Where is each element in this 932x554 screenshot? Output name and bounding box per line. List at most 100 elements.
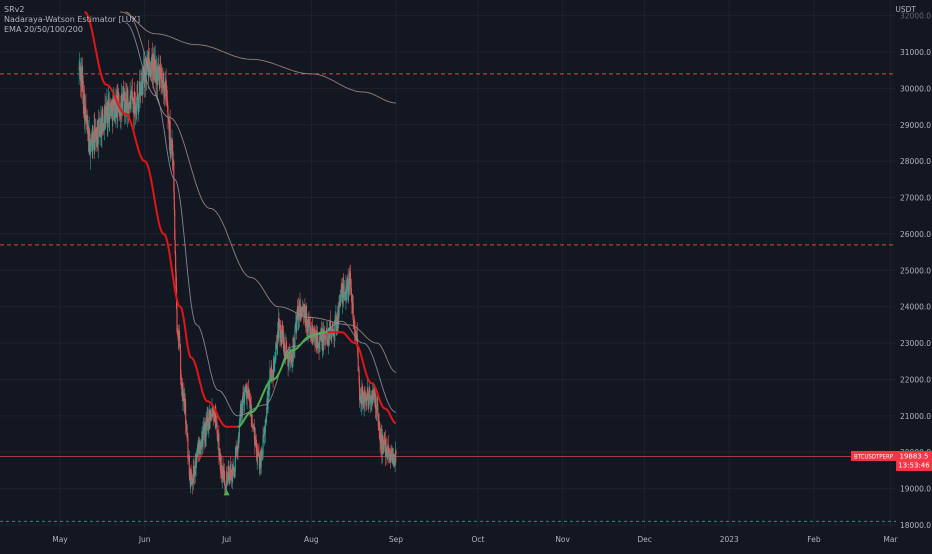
candle-body [115, 99, 117, 118]
price-tick-label: 30000.0 [900, 84, 931, 93]
candle-body [95, 129, 97, 141]
candle-body [344, 292, 346, 294]
candle-body [138, 94, 140, 99]
candle-body [160, 79, 163, 82]
candle-body [170, 145, 173, 146]
candle-body [84, 107, 86, 121]
candle-body [390, 450, 392, 462]
candle-body [318, 340, 321, 349]
candle-body [109, 104, 111, 122]
candle-body [256, 444, 258, 460]
candle-body [167, 117, 169, 120]
candle-body [255, 436, 257, 444]
candle-body [239, 422, 241, 423]
ema-long-line [120, 11, 396, 104]
candle-body [194, 474, 196, 477]
candle-body [163, 81, 165, 92]
candle-body [317, 336, 319, 348]
candle-body [307, 324, 309, 336]
candle-body [216, 422, 218, 434]
candle-body [281, 332, 283, 337]
candle-body [283, 342, 286, 356]
candle-body [176, 308, 178, 333]
candle-body [267, 386, 269, 410]
candle-body [235, 450, 237, 457]
legend-srv2[interactable]: SRv2 [4, 5, 25, 14]
candle-body [275, 343, 277, 348]
symbol-tag-name-bg [851, 450, 896, 461]
candle-body [99, 131, 101, 136]
candle-body [366, 400, 368, 401]
candle-body [327, 340, 329, 342]
candle-body [236, 446, 238, 451]
candle-body [347, 281, 349, 293]
candle-body [289, 357, 291, 361]
candle-body [270, 369, 272, 374]
price-tick-label: 32000.0 [900, 12, 931, 21]
candle-body [200, 447, 202, 449]
price-tick-label: 22000.0 [900, 375, 931, 384]
legend-nadaraya-watson[interactable]: Nadaraya-Watson Estimator [LUX] [4, 15, 141, 24]
candle-body [291, 359, 293, 363]
candle-body [215, 406, 217, 428]
candle-body [163, 91, 165, 96]
candle-body [175, 271, 177, 289]
candle-body [194, 461, 196, 475]
candle-body [238, 422, 240, 438]
candle-body [128, 108, 130, 110]
candle-body [137, 94, 139, 98]
candle-body [196, 446, 199, 457]
legend-ema[interactable]: EMA 20/50/100/200 [4, 25, 83, 34]
candle-body [378, 422, 380, 430]
symbol-tag-name: BTCUSDTPERP [854, 453, 894, 460]
candle-body [180, 379, 182, 386]
candle-body [173, 161, 175, 192]
candle-body [329, 320, 331, 334]
candle-body [278, 317, 280, 327]
candle-body [104, 117, 107, 124]
candle-body [249, 398, 251, 409]
candle-body [142, 70, 144, 95]
candle-body [111, 100, 113, 102]
candle-body [359, 382, 361, 401]
candle-body [282, 333, 284, 338]
candle-body [167, 105, 169, 118]
candle-body [232, 464, 234, 471]
candle-body [205, 420, 207, 438]
candle-body [190, 472, 192, 478]
candle-body [275, 343, 277, 360]
candle-body [306, 313, 308, 332]
candle-body [188, 455, 190, 477]
candle-body [374, 394, 377, 409]
candle-body [107, 108, 109, 123]
candle-body [151, 54, 153, 70]
candle-body [369, 397, 372, 403]
candle-body [90, 139, 92, 145]
candle-body [309, 326, 311, 337]
candle-body [150, 74, 152, 76]
candle-body [172, 154, 174, 165]
candle-body [201, 440, 203, 448]
nadaraya-watson-line [327, 331, 397, 425]
candle-body [98, 118, 100, 129]
candle-body [336, 330, 338, 332]
candle-body [258, 452, 260, 456]
candle-body [323, 334, 326, 337]
price-unit-label[interactable]: USDT [895, 5, 916, 14]
candle-body [261, 455, 263, 458]
candle-body [266, 407, 268, 417]
candle-body [354, 335, 357, 337]
candle-body [294, 323, 296, 330]
candle-body [135, 106, 137, 113]
candle-body [136, 95, 138, 110]
buy-signal-marker [223, 489, 230, 496]
nadaraya-watson-line [84, 11, 238, 428]
candle-body [331, 326, 333, 333]
candle-body [129, 105, 131, 107]
candle-body [282, 329, 284, 334]
candle-body [274, 359, 276, 361]
plot-area[interactable] [0, 11, 896, 522]
candle-body [259, 458, 261, 460]
